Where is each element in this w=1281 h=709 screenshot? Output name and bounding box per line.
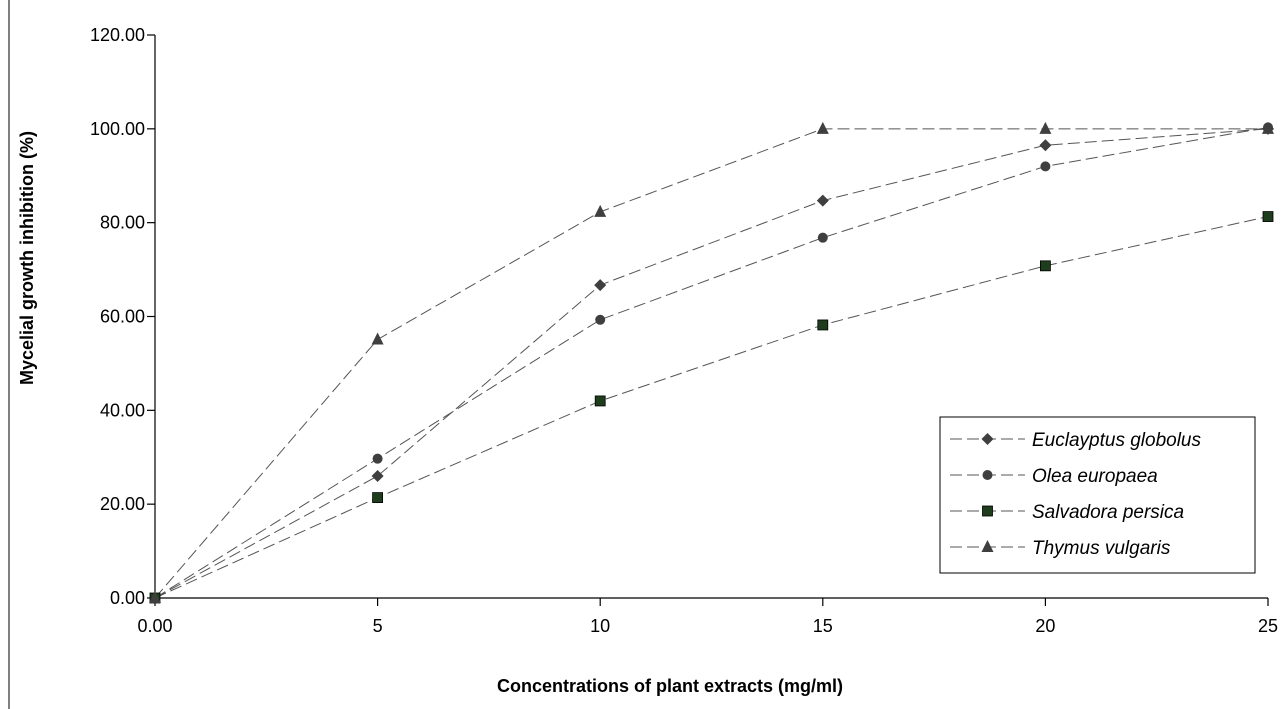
y-tick-label: 80.00	[100, 213, 145, 233]
y-tick-label: 60.00	[100, 307, 145, 327]
legend-marker	[981, 433, 994, 445]
legend: Euclayptus globolus Olea europaea Salvador…	[939, 416, 1256, 574]
x-axis-title: Concentrations of plant extracts (mg/ml)	[497, 676, 843, 696]
y-axis-title: Mycelial growth inhibition (%)	[17, 131, 37, 385]
data-point	[594, 279, 607, 292]
y-tick-label: 40.00	[100, 400, 145, 420]
y-tick-label: 0.00	[110, 588, 145, 608]
data-point	[816, 194, 829, 207]
legend-marker	[982, 505, 993, 517]
series-line	[154, 128, 1268, 599]
data-point	[1262, 211, 1274, 222]
series-line	[154, 128, 1269, 599]
data-point	[372, 453, 383, 464]
y-tick-label: 100.00	[90, 119, 145, 139]
legend-marker	[982, 470, 993, 480]
data-point	[595, 314, 606, 325]
legend-label: Thymus vulgaris	[1032, 538, 1171, 559]
y-tick-labels: 0.00 20.00 40.00 60.00 80.00 100.00 120.00	[90, 25, 145, 608]
data-point	[149, 591, 161, 603]
x-tick-label: 0.00	[137, 616, 172, 636]
data-point	[1040, 161, 1051, 172]
legend-label: Euclayptus globolus	[1032, 430, 1201, 451]
x-tick-label: 15	[813, 616, 833, 636]
x-tick-label: 10	[590, 616, 610, 636]
data-point	[1039, 121, 1052, 134]
series-markers	[149, 121, 1274, 604]
data-point	[594, 395, 606, 407]
data-point	[371, 470, 384, 483]
legend-marker	[981, 540, 994, 552]
x-tick-label: 5	[373, 616, 383, 636]
legend-label: Salvadora persica	[1032, 502, 1184, 523]
data-point	[816, 121, 829, 134]
data-point	[817, 319, 829, 331]
x-axis	[154, 597, 1269, 606]
series-lines	[154, 126, 1269, 599]
x-tick-labels: 0.00 5 10 15 20 25	[137, 616, 1278, 636]
data-point	[1262, 121, 1274, 134]
data-point	[1040, 260, 1051, 272]
data-point	[817, 232, 828, 243]
legend-label: Olea europaea	[1032, 466, 1158, 487]
x-tick-label: 20	[1035, 616, 1055, 636]
y-tick-label: 120.00	[90, 25, 145, 45]
y-tick-label: 20.00	[100, 494, 145, 514]
y-axis	[147, 34, 156, 599]
series-line	[154, 216, 1269, 599]
data-point	[594, 204, 607, 217]
x-tick-label: 25	[1258, 616, 1278, 636]
data-point	[1039, 139, 1052, 152]
data-point	[372, 492, 384, 503]
data-point	[371, 332, 384, 345]
